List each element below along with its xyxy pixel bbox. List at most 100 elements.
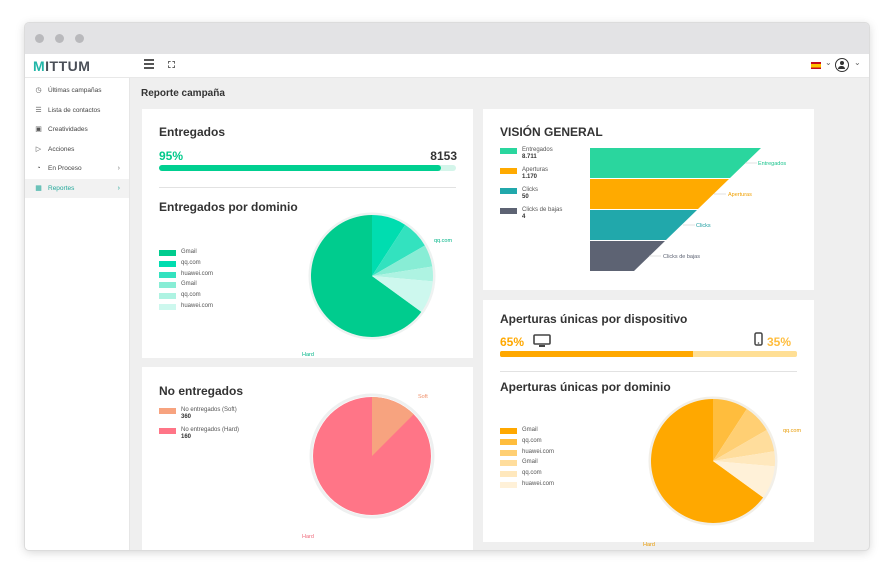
entregados-count: 8153 — [430, 149, 457, 163]
entregados-title: Entregados — [159, 125, 226, 139]
browser-window: MITTUM ⌄ ⌄ ◷ Últimas campañas ☰ Lista de… — [25, 23, 869, 550]
sidebar-item-ultimas-campanas[interactable]: ◷ Últimas campañas — [25, 81, 129, 101]
legend-label: qq.com — [181, 259, 201, 266]
funnel-label-entregados: Entregados — [758, 161, 787, 167]
legend-label: huawei.com — [522, 448, 555, 455]
legend-item: huawei.com — [500, 449, 554, 456]
legend-swatch-soft — [159, 408, 176, 414]
legend-swatch — [500, 208, 517, 214]
window-close-dot[interactable] — [35, 34, 44, 43]
legend-label: Gmail — [181, 249, 197, 255]
sidebar-item-label: Reportes — [48, 184, 75, 192]
legend-item: qq.com — [159, 260, 201, 267]
pie-slice — [713, 399, 747, 461]
reports-icon: ▦ — [35, 184, 42, 192]
pie-slice — [372, 224, 425, 276]
legend-label: huawei.com — [181, 270, 214, 277]
legend-item-hard: No entregados (Hard) 160 — [159, 427, 239, 441]
sidebar-item-creatividades[interactable]: ▣ Creatividades — [25, 120, 129, 140]
legend-label: Gmail — [522, 459, 538, 466]
play-icon: ▷ — [35, 145, 42, 153]
vision-general-card: VISIÓN GENERAL Entregados 8.711 Aperturas… — [483, 109, 814, 290]
pie-slice — [713, 451, 775, 467]
legend-swatch — [500, 449, 517, 456]
funnel-clicks-bajas — [590, 241, 665, 271]
funnel-aperturas — [590, 179, 729, 209]
entregados-percent: 95% — [159, 149, 184, 163]
legend-item-entregados: Entregados 8.711 — [500, 147, 553, 161]
legend-swatch — [159, 271, 176, 278]
aperturas-card: Aperturas únicas por dispositivo 65% 35%… — [483, 300, 814, 548]
sidebar: ◷ Últimas campañas ☰ Lista de contactos … — [25, 78, 130, 550]
legend-swatch — [159, 260, 176, 267]
vision-general-title: VISIÓN GENERAL — [500, 125, 603, 139]
pie-label-hard: Hard — [302, 534, 314, 540]
legend-label: Gmail — [522, 427, 538, 433]
language-chevron-down-icon[interactable]: ⌄ — [825, 58, 832, 67]
pie-label-soft: Soft — [418, 394, 428, 400]
desktop-percent: 65% — [500, 335, 525, 349]
pie-slice-hard — [310, 215, 422, 338]
legend-swatch — [159, 293, 176, 300]
entregados-domain-title: Entregados por dominio — [159, 200, 298, 214]
legend-swatch — [159, 250, 176, 256]
legend-item-soft: No entregados (Soft) 360 — [159, 407, 237, 421]
pie-slice — [713, 461, 775, 498]
legend-item: qq.com — [500, 438, 542, 445]
legend-swatch — [500, 168, 517, 174]
legend-item: huawei.com — [159, 271, 213, 278]
pie-slice — [713, 409, 767, 461]
chevron-right-icon: › — [117, 165, 120, 173]
pie-label-hard: Hard — [302, 352, 314, 358]
menu-toggle-icon[interactable] — [144, 59, 154, 69]
legend-swatch — [159, 304, 176, 310]
desktop-icon — [533, 334, 551, 347]
legend-item: Gmail — [159, 249, 197, 256]
legend-label: huawei.com — [522, 481, 555, 487]
legend-swatch — [500, 188, 517, 194]
sidebar-item-label: Últimas campañas — [48, 87, 102, 95]
mittum-logo[interactable]: MITTUM — [33, 58, 91, 74]
entregados-progress-bar — [159, 165, 456, 171]
funnel-entregados — [590, 148, 761, 178]
legend-item: huawei.com — [500, 481, 554, 488]
divider — [500, 371, 797, 372]
pie-slice — [713, 430, 775, 461]
legend-item: Gmail — [500, 459, 538, 467]
sidebar-item-reportes[interactable]: ▦ Reportes › — [25, 178, 129, 198]
user-chevron-down-icon[interactable]: ⌄ — [854, 58, 861, 67]
legend-swatch — [500, 148, 517, 154]
window-maximize-dot[interactable] — [75, 34, 84, 43]
sidebar-item-label: Creatividades — [48, 126, 88, 134]
legend-item: huawei.com — [159, 303, 213, 310]
sidebar-item-label: Lista de contactos — [48, 106, 101, 114]
window-minimize-dot[interactable] — [55, 34, 64, 43]
spain-flag-icon[interactable] — [811, 62, 821, 69]
clock-icon: ◷ — [35, 87, 42, 95]
aperturas-dominio-title: Aperturas únicas por dominio — [500, 380, 671, 394]
legend-item: Gmail — [500, 427, 538, 434]
legend-label: Gmail — [181, 281, 197, 288]
sidebar-item-acciones[interactable]: ▷ Acciones — [25, 140, 129, 160]
sidebar-item-en-proceso[interactable]: ◔ En Proceso › — [25, 159, 129, 179]
legend-item-clicks-bajas: Clicks de bajas 4 — [500, 207, 562, 221]
user-avatar-icon[interactable] — [835, 58, 849, 72]
legend-item-clicks: Clicks 50 — [500, 187, 538, 201]
entregados-progress-fill — [159, 165, 442, 171]
mobile-percent: 35% — [767, 335, 792, 349]
sidebar-item-lista-de-contactos[interactable]: ☰ Lista de contactos — [25, 101, 129, 121]
legend-swatch — [500, 438, 517, 445]
legend-item: qq.com — [500, 470, 542, 478]
window-titlebar — [25, 23, 869, 54]
top-navbar: MITTUM ⌄ ⌄ — [25, 54, 869, 78]
fullscreen-icon[interactable] — [168, 61, 175, 68]
legend-item: Gmail — [159, 281, 197, 289]
entregados-card: Entregados 95% 8153 Entregados por domin… — [142, 109, 473, 358]
page-title: Reporte campaña — [141, 88, 225, 99]
clock-outline-icon: ◔ — [36, 165, 41, 173]
funnel-label-clicks: Clicks — [696, 223, 711, 229]
legend-swatch-hard — [159, 428, 176, 434]
sidebar-item-label: Acciones — [48, 145, 75, 153]
pie-slice-hard — [650, 399, 764, 523]
vision-funnel-chart — [590, 148, 761, 271]
